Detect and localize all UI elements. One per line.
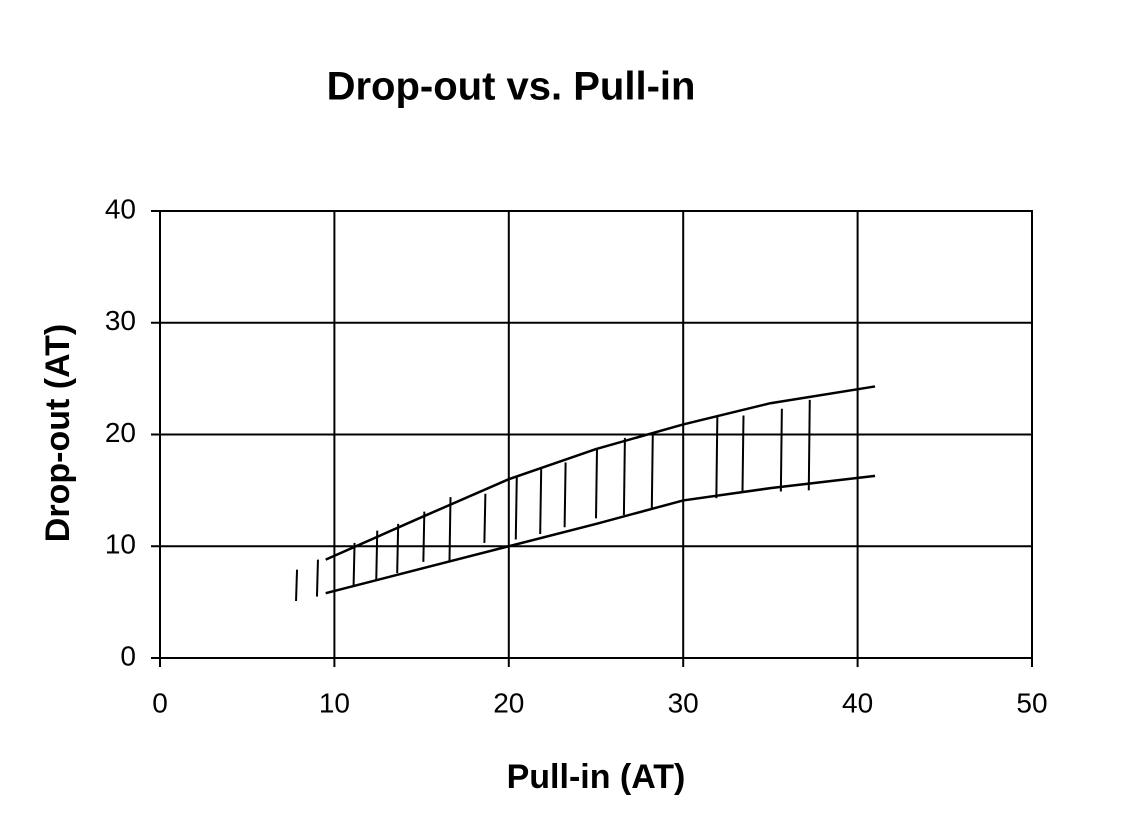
y-tick-label: 10 bbox=[105, 529, 136, 560]
hatch-line bbox=[741, 415, 745, 492]
x-tick-label: 20 bbox=[493, 687, 524, 718]
hatch-line bbox=[715, 416, 719, 499]
y-tick-label: 40 bbox=[105, 193, 136, 224]
hatch-line bbox=[295, 569, 299, 602]
x-tick-label: 40 bbox=[842, 687, 873, 718]
y-tick-label: 30 bbox=[105, 305, 136, 336]
hatch-line bbox=[650, 432, 654, 509]
hatch-line bbox=[514, 476, 518, 540]
y-axis-label: Drop-out (AT) bbox=[39, 324, 77, 542]
plot-frame bbox=[159, 210, 1033, 659]
hatch-line bbox=[352, 542, 356, 586]
x-tick-label: 30 bbox=[668, 687, 699, 718]
hatch-line bbox=[375, 530, 379, 580]
y-tick-label: 0 bbox=[120, 640, 136, 671]
hatch-line bbox=[779, 408, 783, 492]
hatch-line bbox=[807, 399, 811, 491]
hatch-line bbox=[595, 449, 598, 519]
x-axis-label: Pull-in (AT) bbox=[507, 758, 686, 796]
chart-title: Drop-out vs. Pull-in bbox=[327, 65, 696, 109]
x-tick-label: 10 bbox=[319, 687, 350, 718]
hatch-line bbox=[315, 559, 319, 597]
hatch-line bbox=[622, 437, 626, 515]
series-line bbox=[325, 385, 876, 561]
series-line bbox=[325, 474, 876, 595]
x-tick-label: 0 bbox=[152, 687, 168, 718]
hatch-line bbox=[448, 497, 452, 561]
hatch-line bbox=[539, 469, 543, 534]
hatch-line bbox=[396, 523, 400, 574]
x-tick-label: 50 bbox=[1016, 687, 1047, 718]
hatch-line bbox=[422, 511, 426, 562]
hatch-line bbox=[563, 462, 567, 528]
y-tick-label: 20 bbox=[105, 417, 136, 448]
hatch-line bbox=[483, 493, 487, 543]
